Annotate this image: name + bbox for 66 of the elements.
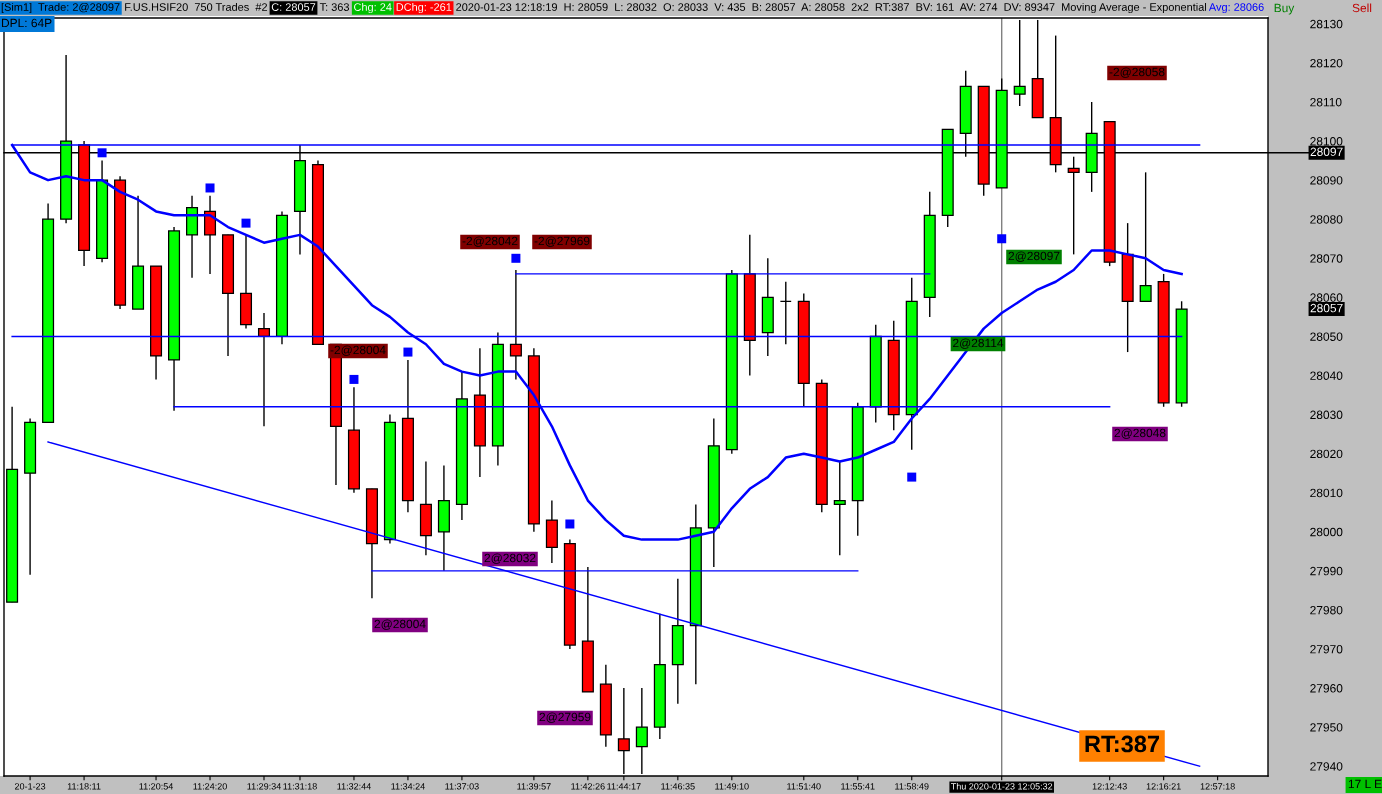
text: [Sim1] Trade: 2@28097 — [1, 2, 120, 14]
text: 28057 — [1310, 303, 1343, 313]
y-tick-label: 27940 — [1310, 762, 1343, 771]
y-tick-label: 27980 — [1310, 605, 1343, 615]
y-tick-label: 28030 — [1310, 410, 1343, 420]
text: Avg: 28066 — [1208, 3, 1264, 14]
text: Buy — [1274, 3, 1295, 15]
annotation: 2@28048 — [1114, 428, 1166, 439]
x-tick-label: 12:16:21 — [1146, 783, 1181, 790]
annotation: RT:387 — [1085, 735, 1160, 753]
x-tick-label: 11:31:18 — [283, 783, 317, 790]
ref-line-label: 28097 — [1310, 147, 1343, 157]
x-tick-label: 11:24:20 — [193, 783, 227, 790]
x-tick-label: 12:57:18 — [1200, 783, 1235, 790]
x-tick-label: 11:46:35 — [661, 783, 695, 790]
annotation: 2@28097 — [1008, 251, 1060, 262]
y-tick-label: 27990 — [1310, 566, 1343, 576]
x-tick-label: 20-1-23 — [14, 783, 46, 790]
annotation: DPL: 64P — [1, 18, 52, 28]
text: T: 363 — [319, 3, 350, 11]
y-tick-label: 27970 — [1310, 645, 1343, 654]
x-tick-label: 11:20:54 — [139, 783, 174, 790]
y-tick-label: 28080 — [1310, 215, 1343, 224]
x-tick-label: 12:12:43 — [1092, 783, 1127, 790]
x-tick-label: 11:58:49 — [895, 783, 929, 790]
text: Chg: 24 — [354, 2, 392, 14]
y-tick-label: 28100 — [1310, 137, 1343, 146]
annotation: -2@28004 — [330, 345, 386, 356]
y-tick-label: 28090 — [1310, 176, 1343, 185]
x-tick-label: 11:18:11 — [67, 783, 101, 790]
y-tick-label: 28110 — [1310, 97, 1342, 107]
annotation: 2@28032 — [484, 553, 536, 564]
y-tick-label: 28000 — [1310, 527, 1343, 537]
y-tick-label: 28070 — [1310, 254, 1343, 263]
x-tick-label: 11:32:44 — [337, 783, 371, 790]
x-tick-label: 11:49:10 — [715, 783, 749, 790]
text: DChg: -261 — [396, 2, 452, 14]
x-tick-label: 11:42:26 — [571, 783, 605, 790]
x-tick-label: 11:44:17 — [607, 783, 641, 790]
y-tick-label: 28020 — [1310, 449, 1343, 459]
y-tick-label: 27950 — [1310, 723, 1343, 732]
y-tick-label: 28120 — [1310, 58, 1343, 68]
text: C: 28057 — [271, 3, 316, 11]
annotation: 2@28004 — [374, 619, 426, 630]
annotation: -2@27969 — [534, 236, 590, 247]
x-tick-label: 11:39:57 — [517, 783, 551, 790]
y-tick-label: 28130 — [1310, 19, 1343, 29]
x-tick-label: 11:34:24 — [391, 783, 425, 790]
x-tick-label: Thu 2020-01-23 12:05:32 — [950, 782, 1053, 790]
annotation: -2@28058 — [1109, 67, 1165, 78]
annotation: 2@28114 — [953, 338, 1004, 349]
text: Sell — [1352, 3, 1372, 13]
x-tick-label: 11:51:40 — [787, 783, 821, 790]
annotation: -2@28042 — [462, 236, 518, 247]
y-tick-label: 28040 — [1310, 371, 1343, 380]
y-tick-label: 27960 — [1310, 684, 1343, 693]
text: 17 L E — [1348, 779, 1382, 789]
x-tick-label: 11:29:34 — [247, 783, 281, 790]
annotation: 2@27959 — [539, 712, 591, 723]
y-tick-label: 28060 — [1310, 293, 1343, 302]
x-tick-label: 11:55:41 — [841, 783, 875, 790]
text: 2020-01-23 12:18:19 H: 28059 L: 28032 O: 28033 V: 435 B: 28057 A: 28058 2x2 RT:387 BV: 161 AV: 274 DV: 89347 Moving Average - Exponential — [456, 2, 1207, 14]
text: F.US.HSIF20 750 Trades #2 — [125, 2, 268, 11]
y-tick-label: 28050 — [1310, 332, 1343, 341]
x-tick-label: 11:37:03 — [445, 783, 479, 790]
y-tick-label: 28010 — [1310, 488, 1343, 498]
